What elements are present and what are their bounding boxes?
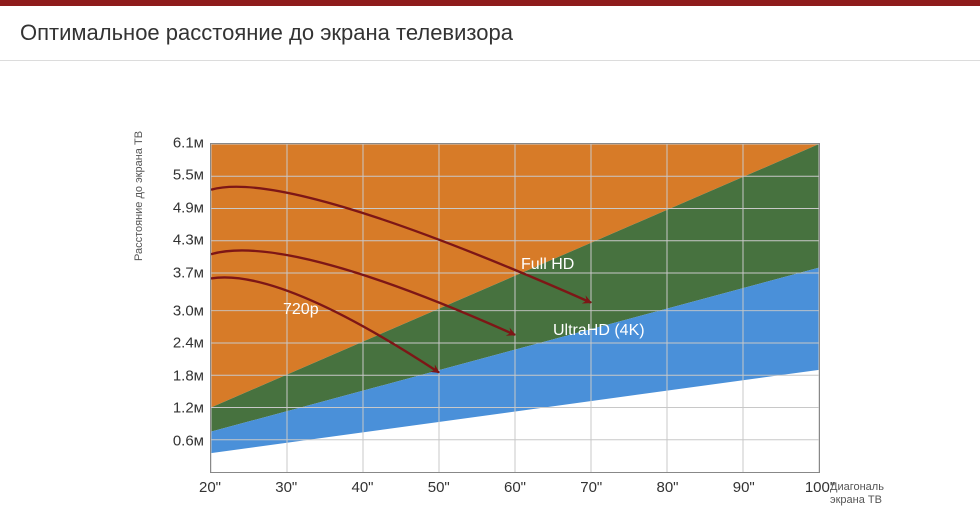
chart-container: Расстояние до экрана ТВ 720pFull HDUltra… (0, 61, 980, 89)
y-tick: 4.3м (154, 232, 204, 249)
x-tick: 50" (428, 479, 450, 496)
y-tick: 5.5м (154, 167, 204, 184)
page-title: Оптимальное расстояние до экрана телевиз… (0, 6, 980, 61)
x-tick: 80" (656, 479, 678, 496)
x-tick: 20" (199, 479, 221, 496)
x-tick: 30" (275, 479, 297, 496)
y-tick: 3.0м (154, 302, 204, 319)
chart-svg (211, 144, 819, 472)
y-tick: 0.6м (154, 432, 204, 449)
y-tick: 6.1м (154, 135, 204, 152)
chart-plot: 720pFull HDUltraHD (4K) (210, 143, 820, 473)
y-tick: 1.2м (154, 400, 204, 417)
x-tick: 40" (351, 479, 373, 496)
x-axis-title: Диагональ экрана ТВ (830, 481, 884, 507)
y-axis-title: Расстояние до экрана ТВ (133, 131, 145, 261)
x-tick: 90" (733, 479, 755, 496)
x-tick: 60" (504, 479, 526, 496)
y-tick: 4.9м (154, 199, 204, 216)
y-tick: 2.4м (154, 335, 204, 352)
y-tick: 1.8м (154, 367, 204, 384)
y-tick: 3.7м (154, 264, 204, 281)
x-tick: 70" (580, 479, 602, 496)
